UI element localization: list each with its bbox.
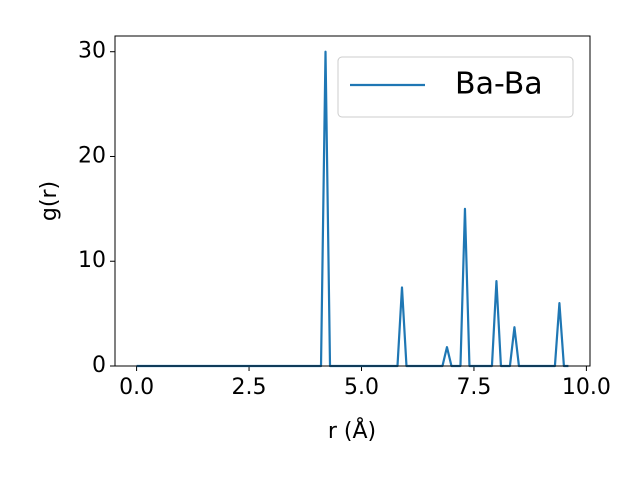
- y-tick-label: 30: [78, 39, 106, 64]
- x-tick-label: 7.5: [456, 375, 491, 400]
- y-axis-label: g(r): [37, 181, 62, 221]
- x-axis-label: r (Å): [328, 417, 376, 444]
- legend-box: [337, 56, 574, 118]
- x-tick-label: 10.0: [562, 375, 611, 400]
- y-tick-label: 20: [78, 143, 106, 168]
- legend-label: Ba-Ba: [455, 67, 543, 102]
- y-tick-label: 10: [78, 248, 106, 273]
- x-tick-label: 5.0: [344, 375, 379, 400]
- axes-frame: [114, 35, 591, 367]
- x-tick-label: 0.0: [119, 375, 154, 400]
- x-tick-label: 2.5: [232, 375, 267, 400]
- y-tick-label: 0: [92, 353, 106, 378]
